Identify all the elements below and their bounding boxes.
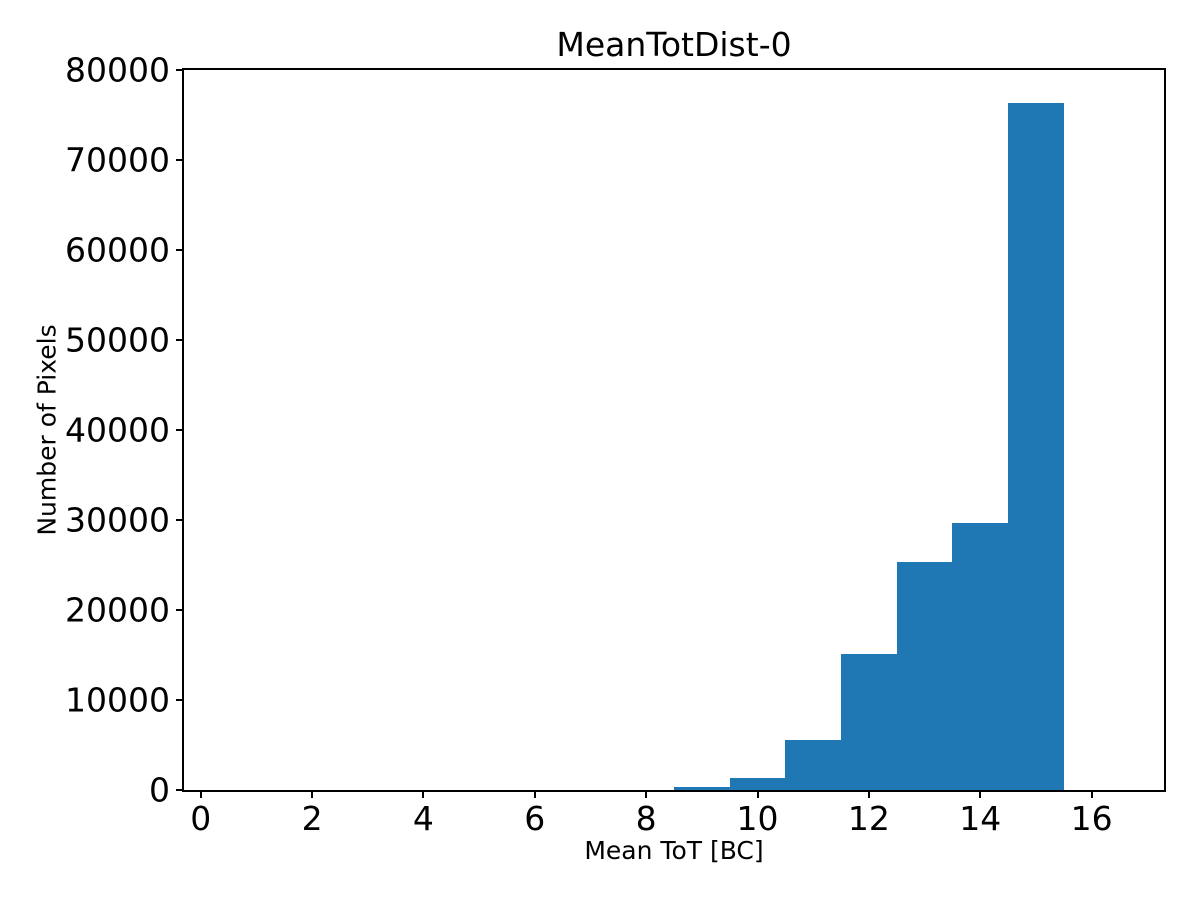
histogram-bar <box>896 562 953 790</box>
y-tick-label: 80000 <box>65 50 170 90</box>
x-tick-mark <box>199 790 202 798</box>
x-tick-label: 4 <box>412 799 434 838</box>
y-tick-label: 0 <box>149 770 170 810</box>
x-tick-mark <box>867 790 870 798</box>
x-tick-label: 0 <box>190 799 212 838</box>
x-tick-label: 6 <box>524 799 546 838</box>
x-tick-mark <box>979 790 982 798</box>
x-tick-label: 14 <box>959 799 1002 838</box>
x-tick-label: 10 <box>736 799 779 838</box>
x-tick-mark <box>533 790 536 798</box>
x-tick-mark <box>1090 790 1093 798</box>
x-tick-label: 16 <box>1070 799 1113 838</box>
plot-area: 0 2 4 6 8 10 12 14 16 0 10000 20000 30000 40000 50000 6… <box>65 54 1166 835</box>
y-tick-label: 50000 <box>65 320 170 360</box>
y-tick-mark <box>176 69 184 71</box>
x-tick-label: 12 <box>847 799 890 838</box>
x-tick-mark <box>645 790 648 798</box>
y-tick-mark <box>176 249 184 251</box>
histogram-bar <box>952 522 1009 790</box>
y-tick-mark <box>176 159 184 161</box>
histogram-bar <box>1008 103 1064 790</box>
histogram-bar <box>729 778 786 790</box>
y-tick-mark <box>176 699 184 701</box>
histogram-bar <box>841 654 897 790</box>
x-tick-mark <box>422 790 425 798</box>
y-tick-label: 30000 <box>65 500 170 540</box>
histogram-bar <box>674 786 730 790</box>
x-tick-label: 8 <box>635 799 657 838</box>
y-tick-label: 10000 <box>65 680 170 720</box>
y-tick-mark <box>176 429 184 431</box>
y-tick-mark <box>176 789 184 791</box>
x-axis-label: Mean ToT [BC] <box>584 836 764 865</box>
x-tick-mark <box>311 790 314 798</box>
y-tick-label: 70000 <box>65 140 170 180</box>
y-tick-label: 40000 <box>65 410 170 450</box>
y-tick-mark <box>176 339 184 341</box>
y-tick-label: 60000 <box>65 230 170 270</box>
x-tick-label: 2 <box>301 799 323 838</box>
y-tick-label: 20000 <box>65 590 170 630</box>
x-tick-mark <box>756 790 759 798</box>
histogram-bar <box>785 739 842 790</box>
y-tick-mark <box>176 609 184 611</box>
y-axis-label: Number of Pixels <box>32 324 62 536</box>
chart-title: MeanTotDist-0 <box>556 25 792 64</box>
y-tick-mark <box>176 519 184 521</box>
